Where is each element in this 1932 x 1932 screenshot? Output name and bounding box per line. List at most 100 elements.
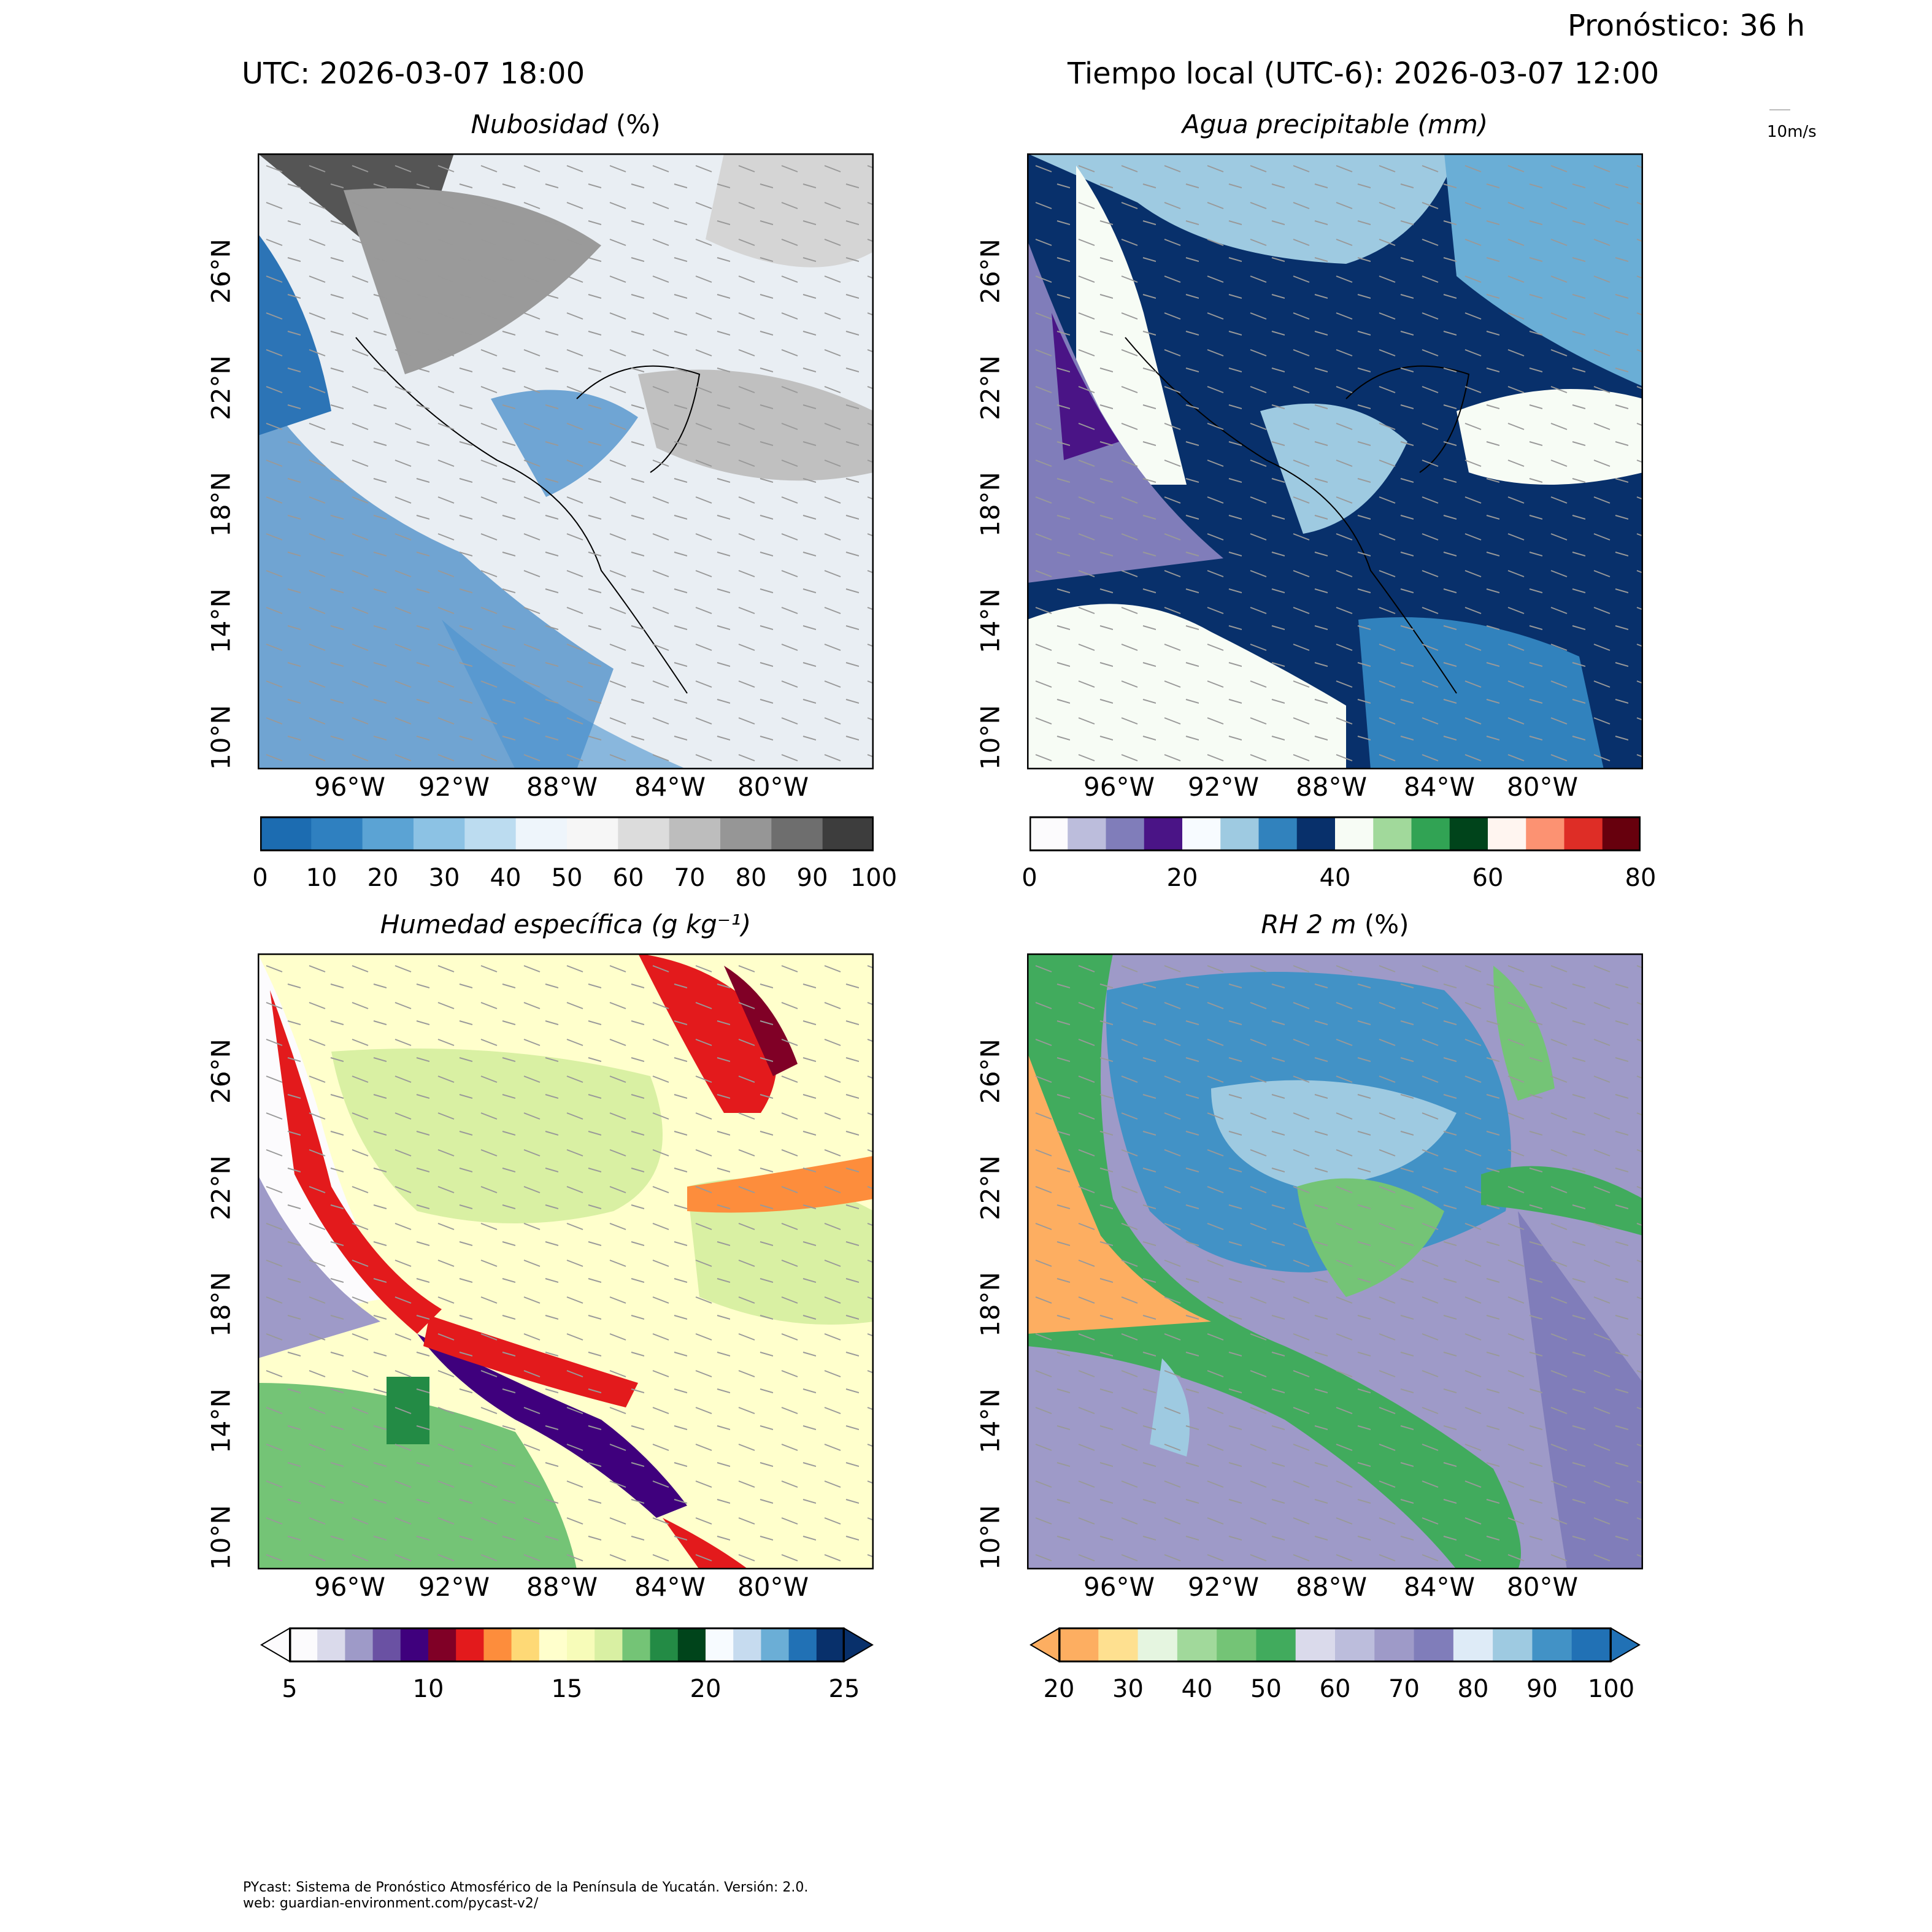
local-time: Tiempo local (UTC-6): 2026-03-07 12:00: [1068, 56, 1660, 91]
colorbar-svg: [260, 1627, 874, 1663]
colorbar-tick-label: 15: [551, 1675, 583, 1703]
lon-tick-label: 92°W: [1188, 1572, 1259, 1602]
lat-tick-label: 22°N: [206, 1155, 236, 1220]
colorbar-tick-label: 40: [1319, 864, 1351, 892]
colorbar-tick-label: 60: [1472, 864, 1504, 892]
lon-tick-label: 88°W: [1296, 772, 1367, 802]
colorbar-swatch: [428, 1628, 456, 1661]
colorbar-swatch: [1335, 1628, 1375, 1661]
colorbar-tick-label: 5: [282, 1675, 298, 1703]
colorbar-swatch: [677, 1628, 706, 1661]
lon-tick-label: 96°W: [1083, 772, 1155, 802]
lat-tick-label: 10°N: [206, 1505, 236, 1570]
lat-tick-label: 10°N: [975, 705, 1006, 770]
colorbar-tick-label: 70: [1388, 1675, 1420, 1703]
colorbar-swatch: [1453, 1628, 1493, 1661]
colorbar-swatch: [1068, 817, 1106, 850]
colorbar-swatch: [400, 1628, 429, 1661]
colorbar-swatch: [771, 817, 823, 850]
colorbar-tick-label: 30: [1112, 1675, 1144, 1703]
lon-tick-label: 80°W: [737, 772, 809, 802]
lat-tick-label: 26°N: [975, 1039, 1006, 1104]
colorbar-frame: [1029, 816, 1641, 852]
colorbar-swatch: [1059, 1628, 1099, 1661]
colorbar-swatch: [260, 817, 312, 850]
map-cloud-cover: [258, 153, 874, 769]
lon-tick-label: 80°W: [1507, 772, 1578, 802]
colorbar-tick-label: 10: [412, 1675, 444, 1703]
colorbar-tick-label: 70: [674, 864, 706, 892]
colorbar-swatch: [464, 817, 517, 850]
colorbar-frame: [289, 1627, 845, 1663]
colorbar-swatch: [595, 1628, 623, 1661]
panel-title-rh: RH 2 m (%): [1261, 909, 1409, 939]
colorbar-swatch: [1256, 1628, 1296, 1661]
colorbar-swatch: [816, 1628, 845, 1661]
colorbar-tick-label: 60: [612, 864, 644, 892]
footer: PYcast: Sistema de Pronóstico Atmosféric…: [243, 1880, 808, 1912]
colorbar-tick-label: 80: [1625, 864, 1657, 892]
lon-tick-label: 92°W: [418, 772, 490, 802]
lat-tick-label: 18°N: [206, 472, 236, 537]
colorbar-tick-label: 90: [1526, 1675, 1558, 1703]
colorbar-swatch: [669, 817, 721, 850]
colorbar-swatch: [1296, 817, 1336, 850]
colorbar-svg: [1029, 816, 1641, 852]
colorbar-extend-low: [260, 1627, 290, 1663]
colorbar-swatch: [414, 817, 465, 850]
colorbar-swatch: [311, 817, 363, 850]
colorbar-swatch: [720, 817, 772, 850]
colorbar-swatch: [1258, 817, 1298, 850]
lat-tick-label: 22°N: [206, 355, 236, 420]
colorbar-cloud: 0 10 20 30 40 50 60 70 80 90 100: [252, 816, 897, 892]
colorbar-swatch: [1220, 817, 1259, 850]
lon-tick-label: 96°W: [1083, 1572, 1155, 1602]
colorbar-swatch: [622, 1628, 651, 1661]
colorbar-tick-label: 50: [1250, 1675, 1282, 1703]
lat-tick-label: 14°N: [206, 1388, 236, 1453]
colorbar-swatch: [618, 817, 670, 850]
colorbar-q: 5 10 15 20 25: [260, 1627, 874, 1703]
panel-title-cloud: Nubosidad (%): [471, 109, 661, 139]
colorbar-tick-label: 0: [1022, 864, 1037, 892]
colorbar-swatch: [539, 1628, 568, 1661]
colorbar-swatch: [372, 1628, 401, 1661]
colorbar-swatch: [483, 1628, 512, 1661]
colorbar-swatch: [1493, 1628, 1533, 1661]
colorbar-swatch: [511, 1628, 540, 1661]
colorbar-swatch: [1177, 1628, 1217, 1661]
map-rh-2m: [1027, 953, 1643, 1569]
utc-time: UTC: 2026-03-07 18:00: [242, 56, 585, 91]
colorbar-swatch: [1488, 817, 1526, 850]
colorbar-swatch: [456, 1628, 484, 1661]
footer-line-2: web: guardian-environment.com/pycast-v2/: [243, 1896, 539, 1911]
lat-tick-label: 18°N: [206, 1272, 236, 1337]
colorbar-swatch: [822, 817, 874, 850]
map-precipitable-water: [1027, 153, 1643, 769]
colorbar-swatch: [317, 1628, 345, 1661]
colorbar-tick-label: 10: [306, 864, 337, 892]
colorbar-frame: [260, 816, 874, 852]
colorbar-swatch: [1571, 1628, 1612, 1661]
map-specific-humidity: [258, 953, 874, 1569]
colorbar-swatch: [1098, 1628, 1139, 1661]
colorbar-swatch: [1564, 817, 1603, 850]
colorbar-swatch: [515, 817, 568, 850]
colorbar-swatch: [1374, 1628, 1415, 1661]
colorbar-swatch: [1335, 817, 1374, 850]
lon-tick-label: 80°W: [1507, 1572, 1578, 1602]
colorbar-tick-label: 20: [1166, 864, 1198, 892]
colorbar-swatch: [567, 817, 618, 850]
lon-tick-label: 84°W: [634, 1572, 706, 1602]
lat-tick-label: 26°N: [975, 239, 1006, 304]
lon-tick-label: 80°W: [737, 1572, 809, 1602]
colorbar-swatch: [345, 1628, 374, 1661]
colorbar-frame: [1058, 1627, 1612, 1663]
colorbar-swatch: [1449, 817, 1488, 850]
lon-tick-label: 88°W: [1296, 1572, 1367, 1602]
panel-title-q: Humedad específica (g kg⁻¹): [380, 909, 752, 939]
lon-tick-label: 88°W: [526, 772, 598, 802]
colorbar-swatch: [733, 1628, 761, 1661]
colorbar-extend-high: [1611, 1627, 1641, 1663]
colorbar-swatch: [1411, 817, 1450, 850]
